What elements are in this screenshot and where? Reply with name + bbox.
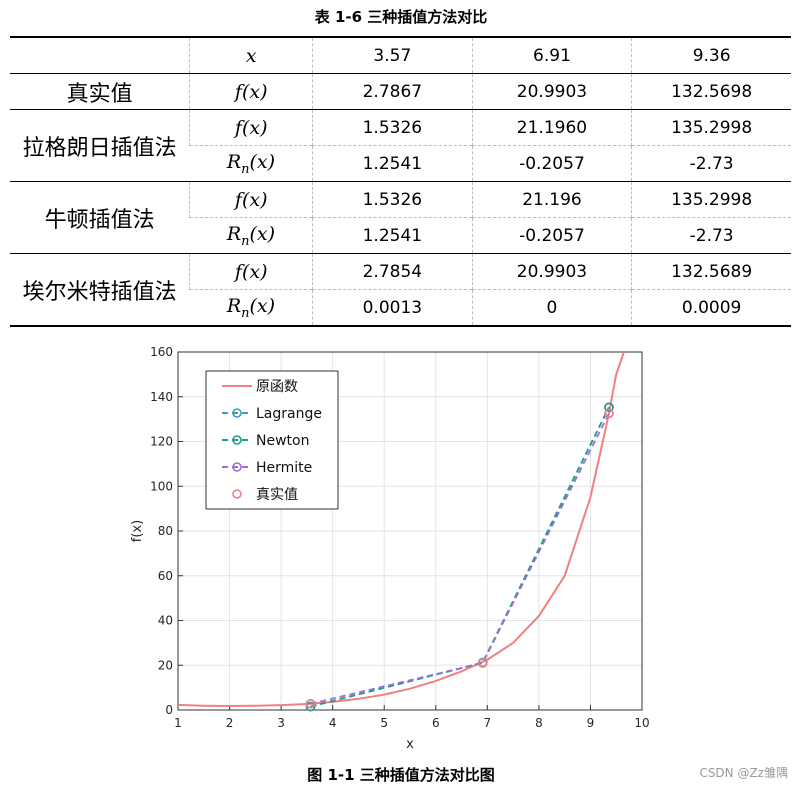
- x-tick-label: 8: [535, 716, 543, 730]
- y-tick-label: 140: [150, 390, 173, 404]
- header-x-value: 9.36: [631, 37, 791, 74]
- x-tick-label: 7: [484, 716, 492, 730]
- legend-marker: [232, 489, 242, 499]
- header-x-label: x: [245, 44, 257, 67]
- value-cell: -2.73: [631, 217, 791, 254]
- method-cell: 牛顿插值法: [10, 181, 190, 254]
- value-cell: 0: [471, 289, 632, 326]
- symbol-text: f(x): [234, 188, 268, 211]
- symbol-text: f(x): [234, 116, 268, 139]
- value-cell: 0.0009: [631, 289, 791, 326]
- y-tick-label: 0: [165, 703, 173, 717]
- y-tick-label: 100: [150, 479, 173, 493]
- method-cell: 埃尔米特插值法: [10, 253, 190, 326]
- series-line-0: [178, 352, 626, 708]
- symbol-text: Rn(x): [226, 294, 276, 321]
- x-tick-label: 5: [380, 716, 388, 730]
- header-empty-cell: [10, 37, 190, 74]
- series-point-2: [604, 402, 614, 413]
- value-cell: 0.0013: [312, 289, 473, 326]
- x-tick-label: 9: [587, 716, 595, 730]
- x-tick-label: 4: [329, 716, 337, 730]
- table-header-row: x 3.57 6.91 9.36: [10, 37, 791, 74]
- x-tick-label: 2: [226, 716, 234, 730]
- symbol-cell: f(x): [189, 253, 313, 290]
- series-point-2: [305, 701, 316, 712]
- symbol-text: Rn(x): [226, 222, 276, 249]
- value-cell: 20.9903: [471, 253, 632, 290]
- header-x-value: 6.91: [471, 37, 632, 74]
- value-cell: 132.5698: [631, 73, 791, 110]
- value-cell: 2.7867: [312, 73, 473, 110]
- table-row: 真实值 f(x) 2.7867 20.9903 132.5698: [10, 73, 791, 110]
- y-tick-label: 160: [150, 345, 173, 359]
- legend-label: Lagrange: [256, 406, 322, 422]
- table-row: 牛顿插值法 f(x) 1.5326 21.196 135.2998: [10, 181, 791, 254]
- comparison-chart: 1 2 3 4 5 6 7 8 9 10020406080100120140160xf(x)原函数…: [130, 345, 650, 752]
- series-point-4: [305, 698, 316, 709]
- symbol-cell: Rn(x): [189, 289, 313, 326]
- value-cell: 21.1960: [471, 109, 632, 146]
- value-cell: 21.196: [471, 181, 632, 218]
- symbol-cell: Rn(x): [189, 145, 313, 182]
- watermark: CSDN @Zz雏隅: [699, 766, 788, 780]
- value-cell: 1.2541: [312, 217, 473, 254]
- x-tick-label: 3: [277, 716, 285, 730]
- value-cell: 1.5326: [312, 109, 473, 146]
- value-cell: 132.5689: [631, 253, 791, 290]
- x-axis-label: x: [406, 737, 414, 752]
- header-x-cell: x: [189, 37, 313, 74]
- table-row: Rn(x) 1.2541 -0.2057 -2.73: [10, 217, 791, 254]
- table-row: Rn(x) 0.0013 0 0.0009: [10, 289, 791, 326]
- value-cell: 135.2998: [631, 109, 791, 146]
- method-cell: 真实值: [10, 73, 190, 110]
- method-cell: 拉格朗日插值法: [10, 109, 190, 182]
- x-tick-label: 10: [634, 716, 649, 730]
- value-cell: 1.2541: [312, 145, 473, 182]
- symbol-cell: f(x): [189, 181, 313, 218]
- header-x-value: 3.57: [312, 37, 473, 74]
- legend-label: Newton: [256, 433, 309, 449]
- value-cell: -0.2057: [471, 145, 632, 182]
- series-line-3: [310, 412, 610, 705]
- value-cell: 1.5326: [312, 181, 473, 218]
- value-cell: 135.2998: [631, 181, 791, 218]
- symbol-cell: Rn(x): [189, 217, 313, 254]
- y-tick-label: 120: [150, 435, 173, 449]
- y-axis-label: f(x): [130, 520, 145, 542]
- symbol-text: Rn(x): [226, 150, 276, 177]
- legend-label: Hermite: [256, 460, 312, 476]
- table-row: 埃尔米特插值法 f(x) 2.7854 20.9903 132.5689: [10, 253, 791, 326]
- legend-label: 真实值: [256, 487, 298, 503]
- y-tick-label: 20: [158, 658, 173, 672]
- symbol-cell: f(x): [189, 109, 313, 146]
- y-tick-label: 80: [158, 524, 173, 538]
- legend-marker: [232, 435, 242, 445]
- table-row: 拉格朗日插值法 f(x) 1.5326 21.1960 135.2998: [10, 109, 791, 182]
- table-caption: 表 1-6 三种插值方法对比: [314, 8, 488, 26]
- series-point-4: [604, 408, 614, 419]
- value-cell: 20.9903: [471, 73, 632, 110]
- value-cell: 2.7854: [312, 253, 473, 290]
- legend-label: 原函数: [256, 379, 298, 395]
- y-tick-label: 60: [158, 569, 173, 583]
- legend-marker: [232, 462, 242, 472]
- value-cell: -2.73: [631, 145, 791, 182]
- figure-caption: 图 1-1 三种插值方法对比图: [307, 766, 495, 784]
- legend-marker: [232, 408, 242, 418]
- y-tick-label: 40: [158, 614, 173, 628]
- value-cell: -0.2057: [471, 217, 632, 254]
- symbol-cell: f(x): [189, 73, 313, 110]
- table-row: Rn(x) 1.2541 -0.2057 -2.73: [10, 145, 791, 182]
- series-point-4: [477, 658, 488, 668]
- x-tick-label: 1: [174, 716, 182, 730]
- symbol-text: f(x): [234, 80, 268, 103]
- comparison-table: x 3.57 6.91 9.36 真实值 f(x) 2.7867 20.9903 132.569…: [10, 36, 791, 327]
- symbol-text: f(x): [234, 260, 268, 283]
- x-tick-label: 6: [432, 716, 440, 730]
